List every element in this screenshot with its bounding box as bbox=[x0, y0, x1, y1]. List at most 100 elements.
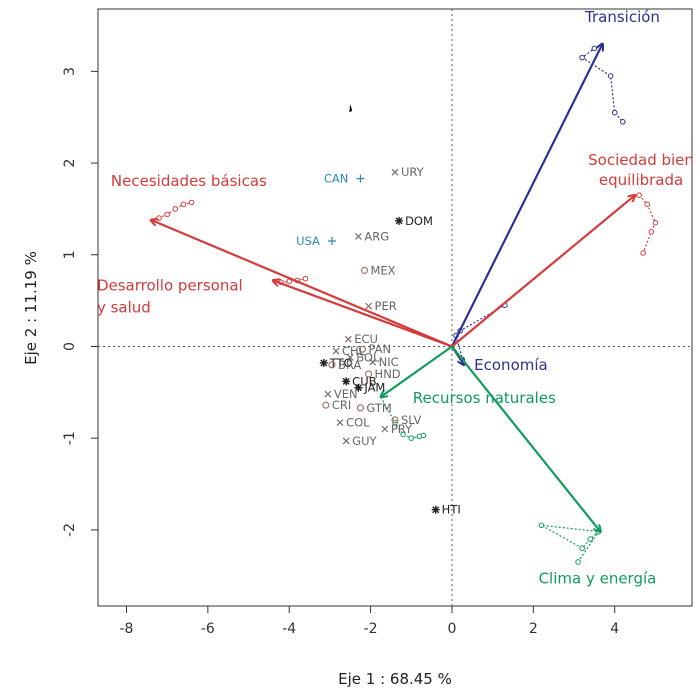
vector-arrow bbox=[451, 345, 601, 531]
vector-labels: Transición Sociedad bien equilibrada Necesi… bbox=[97, 8, 694, 588]
trajectory-point bbox=[587, 536, 594, 542]
country-label: USA bbox=[296, 234, 320, 248]
country-label: VEN bbox=[334, 387, 358, 401]
trajectory-point bbox=[172, 206, 179, 212]
vector-label: Sociedad bien bbox=[588, 151, 694, 169]
vector-label: Clima y energía bbox=[539, 570, 657, 588]
country-label: NIC bbox=[379, 355, 399, 369]
y-tick-label: -2 bbox=[62, 523, 78, 537]
country-marker bbox=[360, 266, 369, 274]
x-tick-label: -4 bbox=[282, 621, 296, 637]
vector-label: Desarrollo personal bbox=[97, 276, 243, 294]
country-marker bbox=[358, 345, 367, 353]
x-tick-label: 4 bbox=[610, 621, 619, 637]
country-marker bbox=[344, 335, 352, 343]
x-tick-label: 2 bbox=[529, 621, 538, 637]
country-marker bbox=[327, 237, 336, 246]
x-tick-label: -8 bbox=[119, 621, 133, 637]
country-label: PER bbox=[375, 299, 397, 313]
country-label: GTM bbox=[366, 401, 391, 415]
country-marker bbox=[322, 401, 330, 409]
trajectory-point bbox=[579, 545, 585, 552]
vector-label: Economía bbox=[474, 356, 548, 374]
trajectory-point bbox=[400, 431, 406, 438]
trajectory-point bbox=[420, 432, 427, 439]
reference-lines bbox=[98, 9, 692, 606]
vector-label: equilibrada bbox=[599, 171, 683, 189]
vector-label: Necesidades básicas bbox=[111, 172, 267, 190]
country-marker bbox=[381, 425, 389, 433]
trajectory-point bbox=[648, 229, 655, 235]
stray-mark bbox=[349, 104, 353, 113]
country-marker bbox=[356, 174, 365, 183]
country-marker bbox=[391, 168, 399, 176]
country-label: MEX bbox=[370, 263, 395, 277]
country-label: PRY bbox=[391, 422, 413, 436]
country-label: DOM bbox=[405, 214, 433, 228]
country-label: CAN bbox=[324, 172, 349, 186]
country-label: ECU bbox=[354, 332, 378, 346]
country-label: BRA bbox=[338, 358, 361, 372]
vector-arrow bbox=[451, 195, 635, 348]
vector-arrow bbox=[151, 220, 453, 348]
trajectory-point bbox=[579, 54, 585, 61]
country-label: ARG bbox=[364, 229, 389, 243]
vector-trajectories bbox=[150, 43, 659, 565]
country-marker bbox=[354, 233, 362, 240]
y-tick-label: 3 bbox=[62, 67, 78, 76]
trajectory-point bbox=[640, 250, 646, 256]
y-axis-title: Eje 2 : 11.19 % bbox=[22, 251, 40, 365]
trajectory-point bbox=[652, 219, 659, 226]
trajectory-point bbox=[636, 192, 642, 198]
country-marker bbox=[354, 383, 363, 392]
country-marker bbox=[319, 358, 328, 367]
country-marker bbox=[342, 377, 351, 386]
country-label: HTI bbox=[442, 503, 461, 517]
country-label: GUY bbox=[352, 434, 377, 448]
vector-arrow bbox=[450, 44, 603, 347]
country-label: CRI bbox=[332, 398, 351, 412]
trajectory-point bbox=[591, 45, 598, 52]
country-marker bbox=[365, 370, 373, 378]
axis-ticks: -8 -6 -4 -2 0 2 4 -2 -1 0 1 2 3 bbox=[62, 67, 619, 637]
country-marker bbox=[395, 216, 404, 225]
y-tick-label: 2 bbox=[62, 159, 78, 168]
country-label: SLV bbox=[401, 413, 421, 427]
country-marker bbox=[369, 358, 377, 366]
trajectory-point bbox=[164, 211, 170, 218]
country-marker bbox=[365, 302, 372, 310]
x-tick-label: -2 bbox=[364, 621, 378, 637]
country-marker bbox=[431, 505, 440, 514]
country-marker bbox=[332, 347, 340, 355]
trajectory-point bbox=[620, 118, 626, 125]
country-label: JAM bbox=[363, 381, 385, 395]
trajectory-point bbox=[156, 215, 162, 221]
country-label: PAN bbox=[368, 342, 391, 356]
x-axis-title: Eje 1 : 68.45 % bbox=[338, 670, 452, 688]
vector-trajectory bbox=[541, 524, 601, 563]
vector-label: y salud bbox=[97, 298, 151, 316]
country-label: COL bbox=[346, 416, 370, 430]
plot-frame bbox=[97, 8, 693, 607]
trajectory-point bbox=[607, 73, 614, 79]
trajectory-point bbox=[408, 435, 415, 441]
vector-label: Transición bbox=[584, 8, 660, 26]
country-label: URY bbox=[401, 165, 425, 179]
y-tick-label: 0 bbox=[62, 342, 78, 351]
vector-arrow bbox=[381, 345, 453, 396]
y-tick-label: 1 bbox=[62, 250, 78, 259]
country-marker bbox=[346, 354, 354, 361]
x-tick-label: -6 bbox=[201, 621, 215, 637]
country-marker bbox=[324, 390, 332, 398]
trajectory-point bbox=[575, 559, 581, 565]
x-tick-label: 0 bbox=[447, 621, 456, 637]
y-tick-label: -1 bbox=[62, 431, 78, 445]
vector-label: Recursos naturales bbox=[413, 389, 556, 407]
trajectory-point bbox=[538, 522, 545, 529]
loading-vectors bbox=[151, 44, 635, 532]
country-label: HND bbox=[375, 367, 401, 381]
country-marker bbox=[342, 437, 350, 445]
country-marker bbox=[336, 419, 344, 427]
trajectory-point bbox=[180, 201, 187, 208]
